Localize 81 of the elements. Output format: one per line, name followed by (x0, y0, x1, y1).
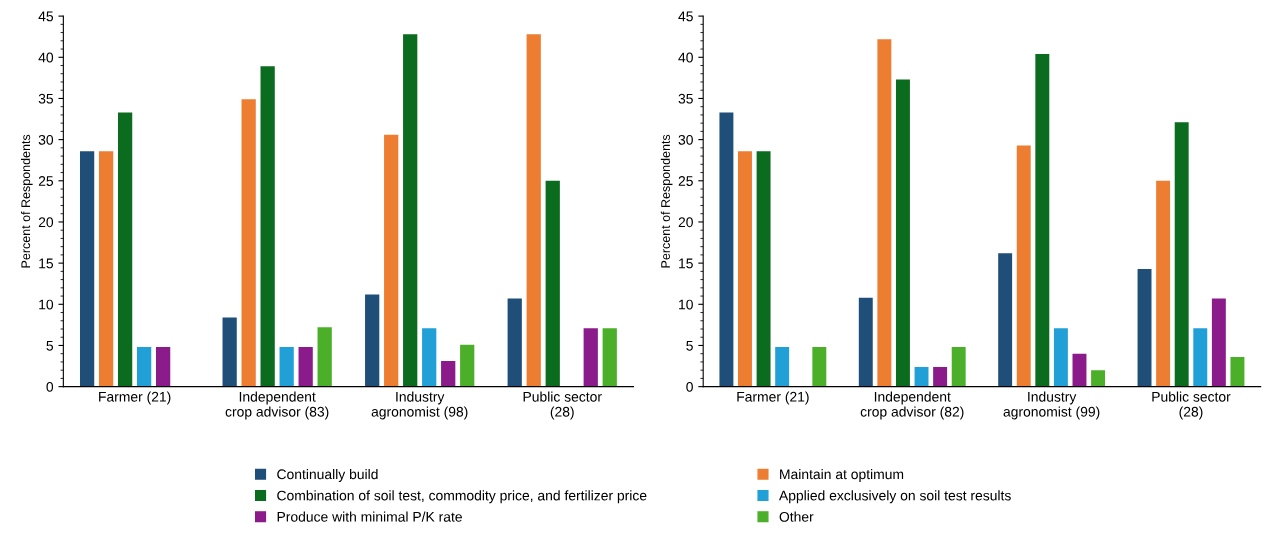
bar (260, 66, 275, 387)
y-tick-label: 30 (678, 134, 693, 145)
y-tick-label: 25 (38, 176, 54, 186)
y-tick-label: 20 (678, 217, 693, 228)
x-tick-label: Industry agronomist (98) (371, 391, 468, 420)
bar (545, 180, 560, 387)
bar (222, 317, 237, 387)
bar (602, 328, 617, 387)
y-tick-label: 45 (38, 11, 54, 22)
bar (933, 366, 948, 387)
y-tick-label: 10 (39, 299, 54, 310)
bar (298, 347, 313, 387)
x-tick-label: Independent crop advisor (83) (225, 391, 329, 420)
x-tick-label: Independent crop advisor (82) (860, 391, 964, 420)
bar (1053, 328, 1068, 387)
y-tick-label: 35 (678, 93, 693, 104)
bar (1072, 353, 1087, 387)
y-tick-label: 30 (38, 134, 54, 145)
legend-label: Maintain at optimum (780, 468, 904, 482)
bar (365, 294, 380, 387)
bar (583, 328, 598, 387)
bar (719, 112, 734, 387)
bar (1137, 268, 1152, 387)
bar (756, 151, 771, 387)
y-tick-label: 20 (38, 217, 54, 228)
y-tick-label: 40 (38, 52, 54, 63)
bar (895, 79, 910, 387)
bar (526, 34, 541, 387)
bar (98, 151, 114, 387)
bar (877, 39, 892, 387)
bar (738, 151, 752, 387)
bar (1174, 122, 1189, 387)
bar (441, 361, 456, 387)
bar (460, 344, 475, 387)
y-tick-label: 0 (686, 381, 693, 392)
x-tick-label: Industry agronomist (99) (1003, 391, 1100, 420)
bar (507, 298, 522, 387)
x-tick-label: Public sector (28) (523, 391, 602, 420)
bar (279, 347, 294, 387)
bar (1091, 370, 1106, 387)
x-tick-label: Farmer (21) (737, 391, 809, 405)
bar (117, 112, 133, 387)
y-tick-label: 40 (678, 52, 693, 63)
y-tick-label: 0 (46, 381, 54, 392)
bar (998, 253, 1013, 387)
bar (241, 99, 256, 387)
bar (79, 151, 95, 387)
bar (384, 134, 399, 387)
x-tick-label: Public sector (28) (1152, 391, 1231, 420)
legend-label: Continually build (277, 468, 378, 482)
y-tick-label: 10 (679, 299, 693, 310)
bar (156, 347, 171, 387)
bar (775, 347, 790, 387)
bar (1211, 298, 1226, 387)
bar (914, 366, 929, 387)
bar (858, 297, 873, 387)
legend-label: Produce with minimal P/K rate (277, 511, 462, 522)
y-tick-label: 15 (39, 258, 54, 269)
bar (1230, 357, 1245, 387)
bar (317, 327, 332, 387)
x-tick-label: Farmer (21) (99, 391, 171, 405)
y-tick-label: 45 (678, 11, 693, 22)
bar (1035, 53, 1050, 387)
y-tick-label: 25 (678, 176, 693, 186)
bar (1193, 328, 1208, 387)
bar (136, 347, 152, 387)
y-tick-label: 5 (46, 340, 54, 351)
bar (951, 347, 966, 387)
y-axis-title: Percent of Respondents (660, 134, 673, 268)
bar (812, 347, 827, 387)
y-tick-label: 5 (686, 340, 693, 351)
bar (1016, 145, 1031, 387)
legend-label: Other (779, 511, 814, 522)
bar (422, 328, 437, 387)
y-tick-label: 15 (679, 258, 693, 269)
y-tick-label: 35 (38, 93, 54, 104)
bar (1156, 180, 1171, 387)
legend-label: Combination of soil test, commodity price, and fertilizer price (277, 490, 647, 504)
legend-label: Applied exclusively on soil test results (778, 490, 1011, 504)
y-axis-title: Percent of Respondents (20, 134, 33, 268)
bar (403, 34, 418, 387)
